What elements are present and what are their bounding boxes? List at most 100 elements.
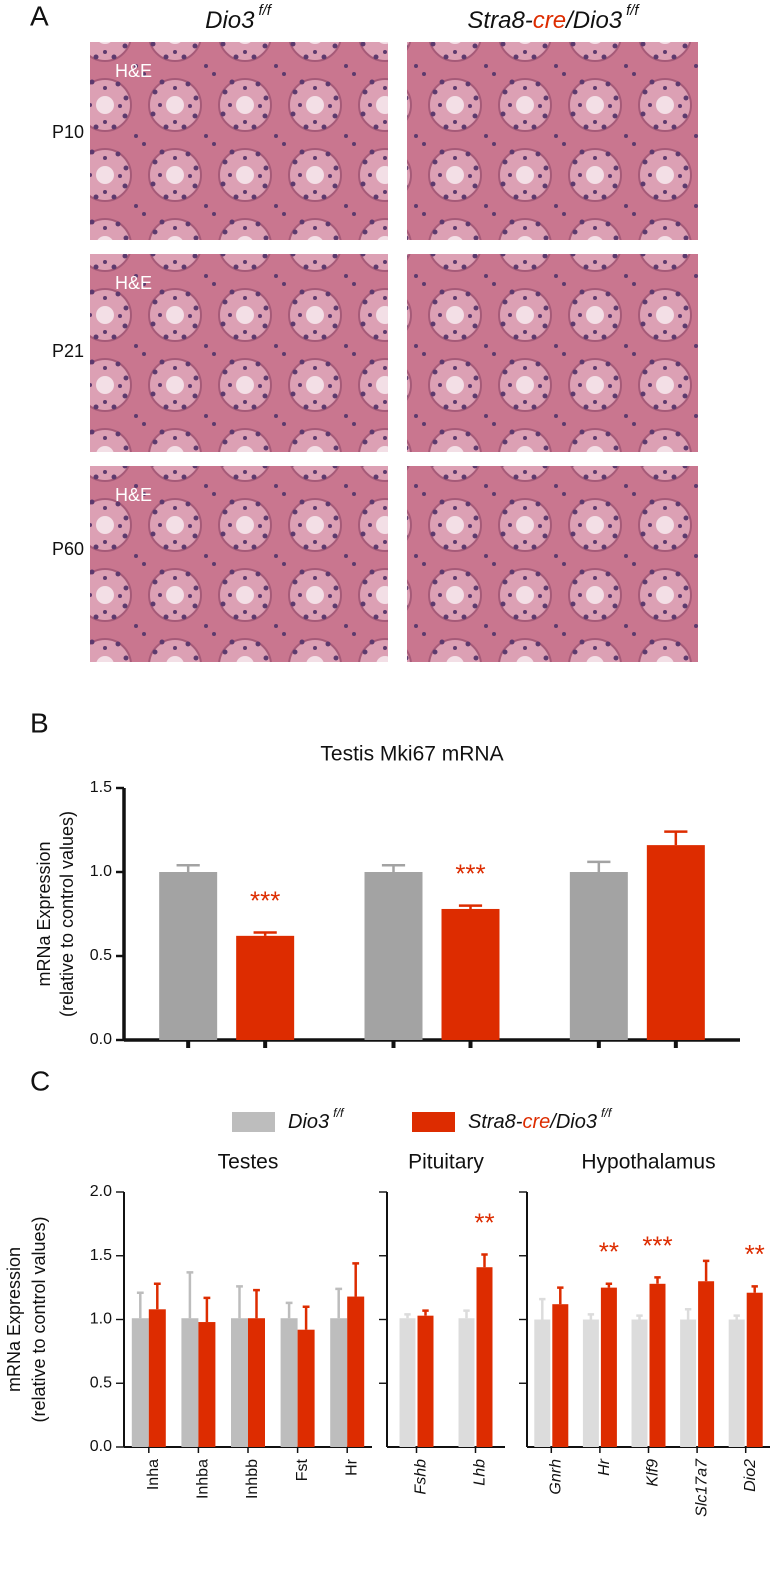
row-label: P21 xyxy=(52,341,84,361)
genotype-label: Stra8-cre/Dio3 f/f xyxy=(467,3,640,34)
error-bar xyxy=(285,1301,293,1319)
significance: *** xyxy=(455,858,485,888)
bar xyxy=(646,845,705,1040)
y-axis-label: mRNa Expression xyxy=(4,1247,24,1392)
panel-label: A xyxy=(30,0,49,31)
x-tick-label: Hr xyxy=(596,1458,613,1476)
x-tick-label: Klf9 xyxy=(645,1459,662,1487)
micrograph xyxy=(90,466,388,662)
bar xyxy=(297,1329,315,1447)
x-tick-label: Inhbb xyxy=(244,1459,261,1499)
x-tick-label: Slc17a7 xyxy=(693,1458,710,1517)
error-bar xyxy=(176,864,200,872)
stain-label: H&E xyxy=(115,61,152,81)
error-bar xyxy=(153,1282,161,1310)
micrograph xyxy=(90,42,388,240)
bar xyxy=(582,1319,599,1447)
chart-title: Hypothalamus xyxy=(581,1151,715,1174)
error-bar xyxy=(751,1285,758,1293)
significance: *** xyxy=(250,885,280,915)
genotype-part: Stra8- xyxy=(468,1111,523,1133)
y-tick-label: 1.5 xyxy=(90,1247,112,1264)
bar xyxy=(698,1281,715,1447)
error-bar xyxy=(587,860,611,872)
x-tick-label: Inhba xyxy=(195,1459,212,1499)
stain-label: H&E xyxy=(115,273,152,293)
error-bar xyxy=(253,931,277,936)
micrograph xyxy=(90,254,388,452)
error-bar xyxy=(636,1314,643,1320)
bar xyxy=(280,1318,298,1447)
bar xyxy=(131,1318,149,1447)
bar xyxy=(534,1319,551,1447)
significance: *** xyxy=(642,1230,672,1260)
error-bar xyxy=(458,904,483,909)
genotype-part: Dio3 xyxy=(288,1111,329,1133)
bar xyxy=(441,908,500,1040)
micrographs xyxy=(90,42,698,662)
y-axis-label: (relative to control values) xyxy=(57,811,77,1017)
bar xyxy=(159,872,218,1040)
y-axis-label: (relative to control values) xyxy=(29,1216,49,1422)
error-bar xyxy=(186,1271,194,1319)
error-bar xyxy=(236,1285,243,1319)
bar xyxy=(569,872,628,1040)
genotype-sup: f/f xyxy=(333,1106,345,1120)
error-bar xyxy=(404,1313,411,1319)
x-tick-label: Fst xyxy=(294,1458,311,1481)
error-bar xyxy=(605,1282,613,1288)
bar xyxy=(458,1318,475,1447)
bar xyxy=(476,1267,493,1447)
bar xyxy=(330,1318,348,1447)
x-tick-label: Gnrh xyxy=(548,1459,565,1495)
panel-label: C xyxy=(30,1065,50,1096)
significance: ** xyxy=(599,1237,619,1267)
bar xyxy=(181,1318,199,1447)
legend-swatch xyxy=(232,1112,275,1132)
bar xyxy=(600,1287,617,1447)
y-tick-label: 2.0 xyxy=(90,1183,112,1200)
error-bar xyxy=(481,1253,488,1268)
genotype-part: cre xyxy=(533,7,566,34)
y-tick-label: 0.0 xyxy=(90,1438,112,1455)
error-bar xyxy=(352,1262,360,1297)
error-bar xyxy=(203,1296,211,1323)
micrograph xyxy=(407,254,698,452)
legend-swatch xyxy=(412,1112,455,1132)
error-bar xyxy=(539,1297,546,1320)
error-bar xyxy=(654,1276,661,1284)
bar xyxy=(364,872,423,1040)
error-bar xyxy=(422,1309,429,1316)
error-bar xyxy=(733,1314,740,1320)
bar xyxy=(631,1319,648,1447)
chart-title: Testes xyxy=(218,1151,279,1174)
x-tick-label: Lhb xyxy=(472,1459,489,1486)
x-tick-label: Fshb xyxy=(413,1459,430,1495)
error-bar xyxy=(557,1286,564,1305)
micrograph xyxy=(407,466,698,662)
genotype-sup: f/f xyxy=(626,3,640,19)
bar xyxy=(649,1283,666,1447)
bar xyxy=(552,1304,569,1447)
bar xyxy=(231,1318,248,1447)
bar xyxy=(399,1318,416,1447)
error-bar xyxy=(335,1287,343,1319)
error-bar xyxy=(587,1313,595,1320)
panel-label: B xyxy=(30,707,49,738)
x-tick-label: Inha xyxy=(145,1459,162,1490)
y-tick-label: 0.0 xyxy=(90,1031,112,1048)
y-tick-label: 1.5 xyxy=(90,779,112,796)
genotype-label: Dio3 f/f xyxy=(205,3,273,34)
error-bar xyxy=(702,1259,710,1282)
row-label: P60 xyxy=(52,539,84,559)
row-label: P10 xyxy=(52,122,84,142)
genotype-part: cre xyxy=(522,1111,550,1133)
error-bar xyxy=(381,864,406,872)
y-tick-label: 0.5 xyxy=(90,1374,112,1391)
genotype-part: Stra8- xyxy=(467,7,532,34)
chart-title: Testis Mki67 mRNA xyxy=(320,743,503,766)
genotype-label: Stra8-cre/Dio3 f/f xyxy=(468,1106,613,1133)
bar xyxy=(347,1296,365,1447)
significance: ** xyxy=(474,1207,494,1237)
